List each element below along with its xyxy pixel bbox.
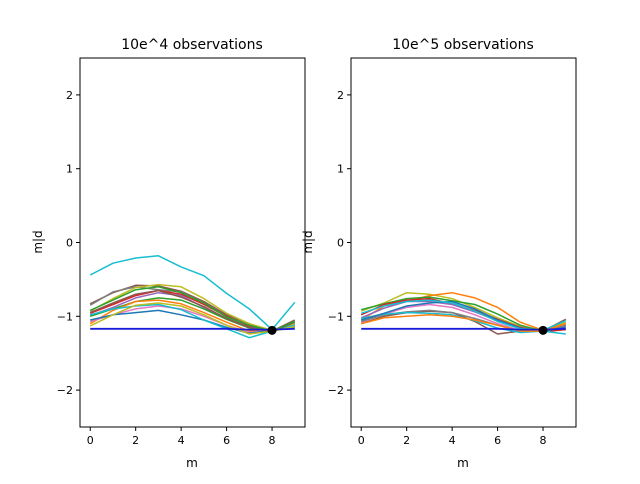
subplot-right-title: 10e^5 observations	[392, 37, 534, 53]
series-line-12	[361, 314, 567, 332]
x-tick-label: 4	[449, 434, 456, 447]
series-line-1	[89, 255, 296, 331]
reference-line	[90, 327, 295, 331]
subplot-left: 10e^4 observations 0 2 4 6 8 −2 −1 0 1 2 m m|d	[31, 37, 306, 470]
x-tick-label: 4	[178, 434, 185, 447]
series-lines	[360, 291, 567, 335]
y-tick-label: 2	[337, 89, 344, 102]
y-tick-label: −2	[57, 384, 73, 397]
subplot-right-ylabel: m|d	[301, 230, 315, 253]
y-tick-label: −1	[57, 310, 73, 323]
y-tick-label: 0	[66, 237, 73, 250]
x-tick-label: 6	[223, 434, 230, 447]
true-value-marker	[538, 325, 548, 335]
y-tick-label: 1	[66, 163, 73, 176]
series-line-4	[89, 283, 296, 332]
x-tick-label: 0	[358, 434, 365, 447]
reference-line	[361, 327, 566, 331]
x-tick-label: 6	[494, 434, 501, 447]
series-line-11	[90, 303, 295, 339]
y-tick-label: 1	[337, 163, 344, 176]
y-tick-label: 2	[66, 89, 73, 102]
subplot-left-ylabel: m|d	[31, 230, 45, 253]
series-line-14	[89, 286, 296, 332]
true-value-marker	[267, 325, 277, 335]
y-tick-label: 0	[337, 237, 344, 250]
series-line-3	[361, 296, 566, 332]
subplot-right: 10e^5 observations 0 2 4 6 8 −2 −1 0 1 2 m m|d	[301, 37, 577, 470]
y-tick-label: −1	[328, 310, 344, 323]
subplot-left-title: 10e^4 observations	[121, 37, 263, 53]
x-tick-label: 0	[87, 434, 94, 447]
series-line-12	[89, 302, 295, 335]
series-lines	[89, 255, 296, 339]
subplot-right-xlabel: m	[457, 456, 469, 470]
x-tick-label: 2	[403, 434, 410, 447]
x-tick-label: 8	[540, 434, 547, 447]
plot-area-left: 0 2 4 6 8 −2 −1 0 1 2	[57, 57, 306, 447]
plot-area-right: 0 2 4 6 8 −2 −1 0 1 2	[328, 57, 577, 447]
subplot-left-xlabel: m	[186, 456, 198, 470]
x-tick-label: 8	[269, 434, 276, 447]
x-tick-label: 2	[132, 434, 139, 447]
y-tick-label: −2	[328, 384, 344, 397]
